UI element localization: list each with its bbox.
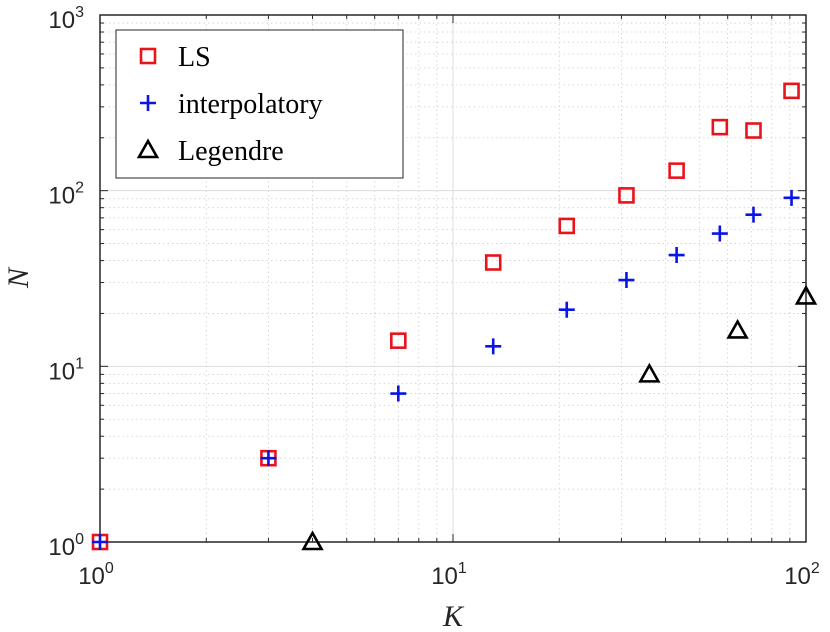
point-interpolatory: [783, 189, 800, 206]
point-ls: [390, 332, 407, 349]
x-tick-label: 100: [78, 560, 114, 590]
series-legendre: [301, 284, 818, 551]
legend-box: [115, 29, 404, 179]
point-legendre: [794, 284, 818, 305]
point-legendre: [301, 530, 324, 551]
y-tick-labels: 100 101 102 103: [48, 4, 84, 561]
point-ls: [711, 118, 729, 136]
point-interpolatory: [668, 247, 685, 264]
point-ls: [558, 217, 576, 235]
legend-item-ls: LS: [139, 42, 211, 73]
series-interpolatory: [92, 189, 800, 550]
legend-item-legendre: Legendre: [136, 136, 284, 167]
y-tick-label: 101: [48, 355, 84, 385]
point-legendre: [726, 318, 749, 339]
point-ls: [618, 187, 635, 204]
y-tick-label: 100: [48, 531, 84, 561]
x-tick-label: 102: [784, 560, 820, 590]
legend-marker-legendre: [136, 138, 160, 159]
point-ls: [783, 82, 800, 100]
legend-item-interpolatory: interpolatory: [140, 89, 323, 120]
point-interpolatory: [92, 534, 108, 550]
point-interpolatory: [260, 450, 277, 467]
legend-label: LS: [178, 42, 211, 73]
data-marks: [91, 82, 818, 551]
point-interpolatory: [745, 206, 762, 223]
x-tick-label: 101: [431, 560, 467, 590]
point-interpolatory: [618, 272, 635, 289]
point-legendre: [638, 362, 661, 383]
point-interpolatory: [485, 338, 502, 355]
legend-marker-interpolatory: [140, 95, 156, 111]
y-tick-label: 103: [48, 4, 84, 34]
point-ls: [484, 254, 502, 271]
axis-ticks: [100, 15, 806, 542]
x-tick-labels: 100 101 102: [78, 560, 820, 590]
legend-label: interpolatory: [178, 89, 323, 120]
y-axis-label: N: [2, 266, 35, 289]
point-interpolatory: [390, 385, 407, 402]
legend-label: Legendre: [178, 136, 284, 167]
major-grid: [100, 15, 806, 542]
legend-marker-ls: [139, 47, 157, 65]
point-ls: [668, 162, 685, 179]
point-ls: [745, 122, 762, 139]
legend: LS interpolatory Legendre: [115, 29, 404, 179]
x-axis-label: K: [442, 600, 465, 632]
y-tick-label: 102: [48, 180, 84, 210]
point-interpolatory: [711, 225, 728, 242]
point-interpolatory: [558, 301, 575, 318]
